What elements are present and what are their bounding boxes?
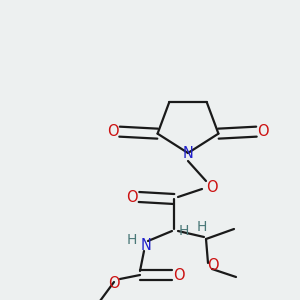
Text: O: O bbox=[107, 124, 118, 139]
Text: N: N bbox=[183, 146, 194, 160]
Text: O: O bbox=[207, 257, 219, 272]
Text: O: O bbox=[258, 124, 269, 139]
Text: O: O bbox=[126, 190, 138, 205]
Text: H: H bbox=[179, 224, 189, 238]
Text: O: O bbox=[206, 179, 218, 194]
Text: H: H bbox=[127, 233, 137, 247]
Text: N: N bbox=[141, 238, 152, 253]
Text: O: O bbox=[108, 275, 120, 290]
Text: H: H bbox=[197, 220, 207, 234]
Text: O: O bbox=[173, 268, 185, 283]
